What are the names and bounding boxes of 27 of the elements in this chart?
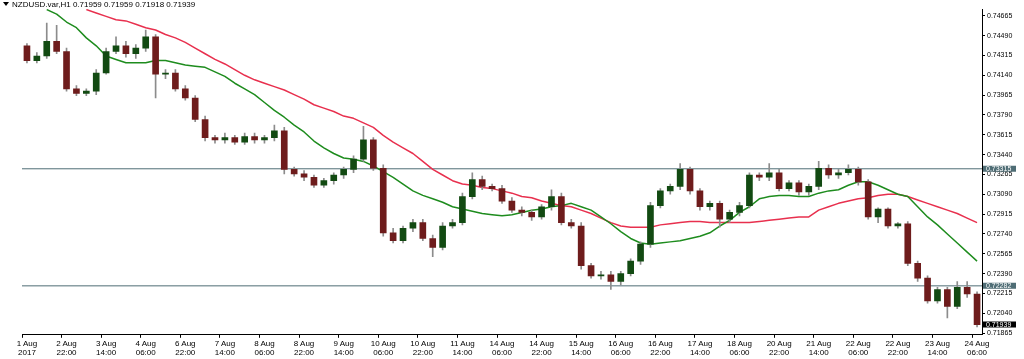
x-tick-label: 24 Aug 06:00 xyxy=(964,338,990,358)
x-tick-label: 16 Aug 22:00 xyxy=(647,338,673,358)
x-tick-label: 7 Aug 14:00 xyxy=(214,338,236,358)
candlestick xyxy=(597,271,605,280)
x-tick-label: 21 Aug 14:00 xyxy=(806,338,832,358)
x-tick-label: 4 Aug 06:00 xyxy=(135,338,157,358)
x-tick-label: 2 Aug 22:00 xyxy=(56,338,78,358)
x-tick-label: 10 Aug 22:00 xyxy=(410,338,436,358)
x-tick-label: 23 Aug 14:00 xyxy=(925,338,950,358)
x-tick-label: 18 Aug 06:00 xyxy=(727,338,752,358)
x-tick-label: 8 Aug 06:00 xyxy=(254,338,276,358)
x-tick-label: 8 Aug 22:00 xyxy=(293,338,315,358)
x-tick-label: 22 Aug 06:00 xyxy=(845,338,871,358)
x-tick-label: 14 Aug 22:00 xyxy=(529,338,555,358)
x-tick-label: 20 Aug 22:00 xyxy=(766,338,792,358)
x-tick-label: 9 Aug 14:00 xyxy=(333,338,355,358)
x-tick-label: 1 Aug 2017 xyxy=(16,338,38,358)
x-tick-label: 17 Aug 14:00 xyxy=(687,338,713,358)
x-tick-label: 15 Aug 14:00 xyxy=(568,338,594,358)
x-tick-label: 22 Aug 22:00 xyxy=(885,338,911,358)
x-tick-label: 14 Aug 06:00 xyxy=(489,338,515,358)
x-tick-label: 16 Aug 06:00 xyxy=(608,338,634,358)
x-tick-label: 10 Aug 06:00 xyxy=(370,338,396,358)
x-tick-label: 6 Aug 22:00 xyxy=(175,338,196,358)
chart-title: NZDUSD.var,H1 0.71959 0.71959 0.71918 0.71939 xyxy=(12,0,196,9)
x-tick-label: 3 Aug 14:00 xyxy=(95,338,117,358)
x-tick-label: 11 Aug 14:00 xyxy=(450,338,475,358)
